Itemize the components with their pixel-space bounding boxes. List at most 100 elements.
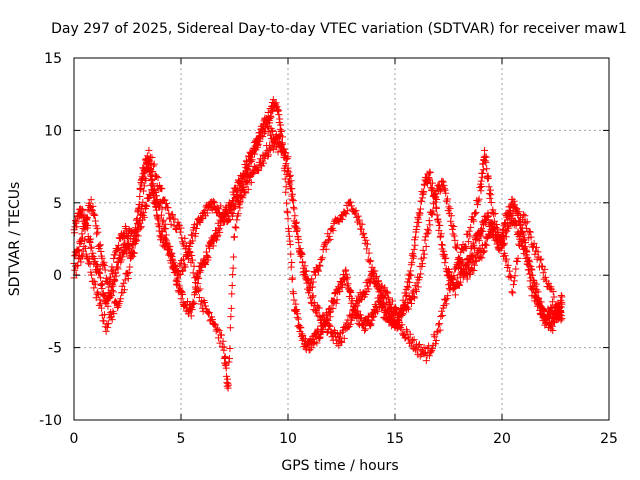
point-s1-145 [181, 234, 189, 242]
point-s2-572 [420, 254, 428, 262]
point-s2-277 [239, 183, 247, 191]
point-s1-598 [506, 267, 514, 275]
point-s2-483 [365, 279, 373, 287]
point-s2-433 [335, 342, 343, 350]
point-s1-655 [549, 288, 557, 296]
point-s2-272 [236, 198, 244, 206]
point-s2-385 [305, 287, 313, 295]
point-s2-383 [304, 276, 312, 284]
y-tick-label-1: -5 [48, 341, 62, 357]
point-s2-62 [108, 263, 116, 271]
point-s2-43 [96, 241, 104, 249]
point-s2-18 [81, 226, 89, 234]
point-s2-347 [282, 160, 290, 168]
point-s1-36 [98, 304, 106, 312]
point-s1-171 [201, 298, 209, 306]
point-s2-29 [88, 206, 96, 214]
point-s1-123 [164, 204, 172, 212]
point-s0-89 [111, 277, 119, 285]
data-points [70, 96, 566, 392]
point-s1-246 [247, 157, 255, 165]
point-s2-621 [450, 222, 458, 230]
point-s2-189 [186, 243, 194, 251]
point-s1-481 [427, 348, 435, 356]
point-s1-334 [315, 267, 323, 275]
point-s2-359 [290, 203, 298, 211]
point-s2-8 [75, 246, 83, 254]
point-s2-665 [477, 253, 485, 261]
point-s2-654 [470, 266, 478, 274]
point-s2-133 [151, 189, 159, 197]
point-s2-608 [442, 189, 450, 197]
point-s1-552 [478, 170, 486, 178]
point-s1-15 [81, 244, 89, 252]
point-s2-194 [189, 237, 197, 245]
point-s2-786 [551, 318, 559, 326]
point-s1-532 [466, 232, 474, 240]
point-s2-581 [425, 217, 433, 225]
point-s0-597 [333, 296, 341, 304]
point-s2-549 [406, 296, 414, 304]
point-s2-576 [422, 242, 430, 250]
point-s1-625 [526, 228, 534, 236]
point-s1-639 [537, 255, 545, 263]
point-s0-866 [456, 278, 464, 286]
point-s2-606 [441, 185, 449, 193]
point-s1-190 [215, 327, 223, 335]
point-s2-30 [88, 207, 96, 215]
point-s2-573 [420, 250, 428, 258]
point-s1-177 [205, 309, 213, 317]
point-s0-487 [283, 199, 291, 207]
point-s2-336 [275, 135, 283, 143]
point-s0-657 [361, 326, 369, 334]
point-s1-502 [443, 295, 451, 303]
point-s2-317 [264, 152, 272, 160]
point-s2-397 [313, 309, 321, 317]
point-s1-132 [171, 215, 179, 223]
point-s0-911 [477, 232, 485, 240]
point-s0-814 [433, 204, 441, 212]
grid-lines [74, 58, 609, 420]
point-s2-318 [264, 151, 272, 159]
point-s1-217 [227, 304, 235, 312]
point-s1-61 [117, 295, 125, 303]
point-s0-798 [425, 175, 433, 183]
point-s1-195 [219, 337, 227, 345]
point-s1-155 [188, 256, 196, 264]
point-s1-66 [120, 286, 128, 294]
point-s2-419 [326, 322, 334, 330]
point-s2-110 [137, 223, 145, 231]
point-s2-769 [540, 308, 548, 316]
point-s1-211 [225, 381, 233, 389]
point-s2-72 [114, 245, 122, 253]
point-s0-818 [434, 218, 442, 226]
point-s1-34 [96, 296, 104, 304]
point-s2-622 [450, 232, 458, 240]
point-s1-545 [476, 184, 484, 192]
point-s2-310 [260, 159, 268, 167]
point-s1-559 [481, 146, 489, 154]
point-s2-372 [297, 249, 305, 257]
point-s1-71 [124, 275, 132, 283]
point-s2-230 [211, 199, 219, 207]
point-s0-779 [417, 205, 425, 213]
point-s2-585 [428, 210, 436, 218]
point-s1-188 [214, 325, 222, 333]
point-s0-842 [445, 268, 453, 276]
point-s2-731 [517, 237, 525, 245]
point-s2-521 [389, 297, 397, 305]
point-s1-78 [130, 249, 138, 257]
point-s2-67 [111, 251, 119, 259]
point-s1-347 [325, 236, 333, 244]
point-s1-108 [153, 173, 161, 181]
point-s2-571 [419, 246, 427, 254]
point-s0-760 [408, 259, 416, 267]
point-s2-782 [548, 322, 556, 330]
point-s2-279 [241, 188, 249, 196]
point-s2-56 [104, 289, 112, 297]
point-s2-560 [412, 288, 420, 296]
point-s1-642 [539, 269, 547, 277]
point-s0-299 [196, 266, 204, 274]
point-s1-333 [314, 266, 322, 274]
point-s2-556 [410, 293, 418, 301]
